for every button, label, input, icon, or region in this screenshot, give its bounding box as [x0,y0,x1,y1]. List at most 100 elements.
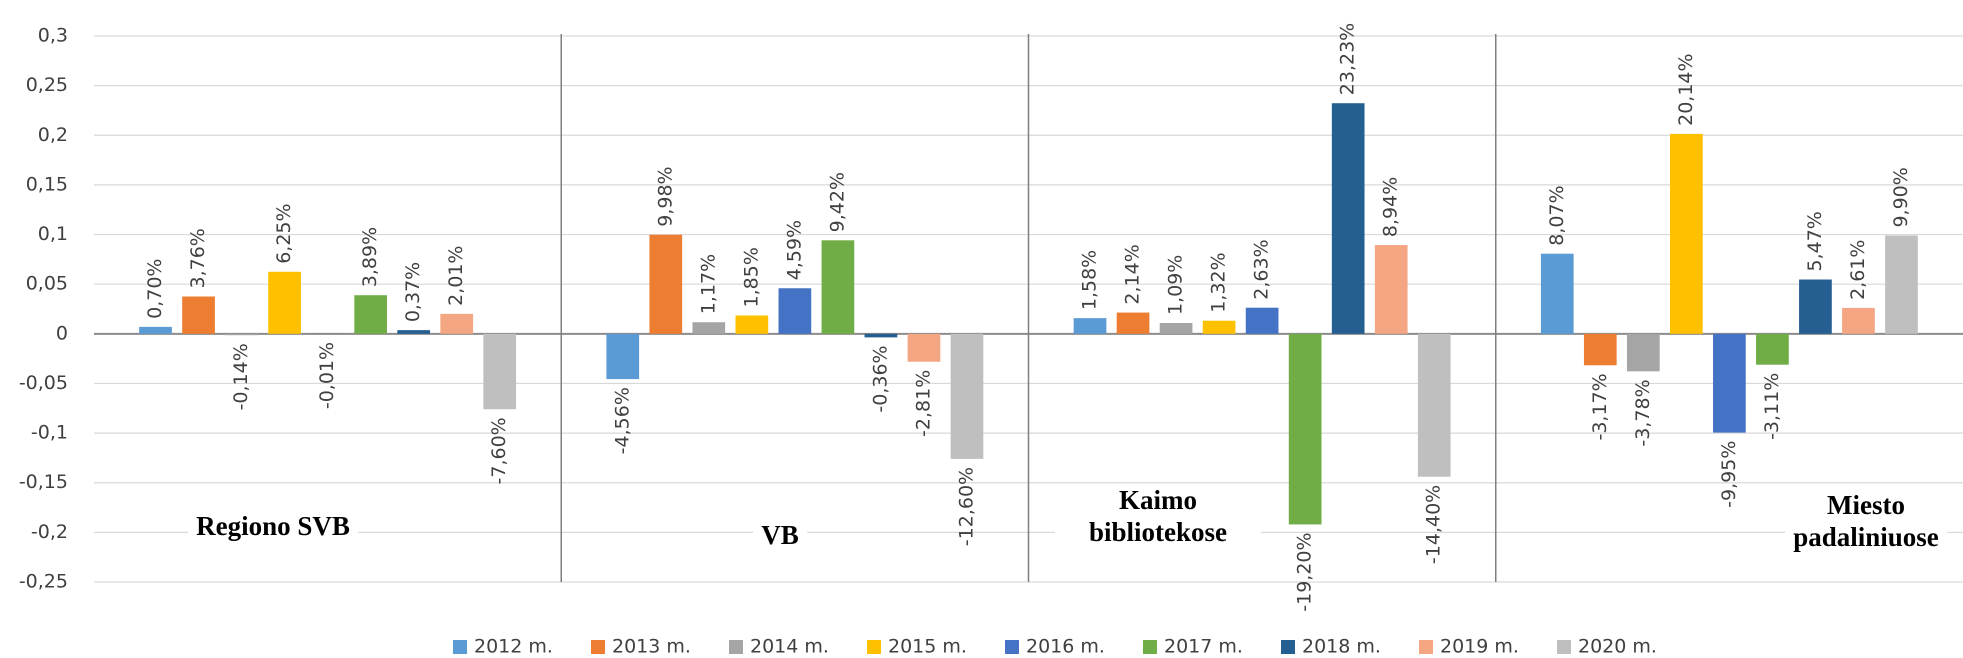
bar [354,295,388,334]
bar [1842,307,1875,334]
data-label: 1,32% [1208,252,1230,312]
legend-label: 2015 m. [888,636,967,658]
bar [1288,333,1322,525]
group-label: Kaimo bibliotekose [1055,484,1261,548]
y-tick-label: 0,05 [26,273,68,295]
data-label: -7,60% [488,417,510,484]
y-tick-label: -0,25 [19,571,68,593]
bar [483,333,517,410]
y-tick-label: 0 [56,322,68,344]
bar [821,240,855,334]
legend-label: 2012 m. [474,636,553,658]
data-label: 8,07% [1546,185,1568,245]
bar [735,315,769,334]
bar [1374,245,1408,334]
bar [397,330,431,334]
bar [1713,333,1746,433]
legend-swatch [729,640,743,654]
legend-label: 2018 m. [1302,636,1381,658]
data-label: 9,90% [1890,167,1912,227]
bar [606,333,640,380]
y-tick-label: -0,15 [19,471,68,493]
bar [1799,279,1832,334]
bar [950,333,984,459]
data-label: -9,95% [1718,441,1740,508]
legend-swatch [1005,640,1019,654]
legend-swatch [867,640,881,654]
bar [649,234,683,334]
y-tick-label: -0,05 [19,372,68,394]
y-tick-label: 0,3 [38,25,68,47]
bar [1116,312,1150,334]
legend-swatch [453,640,467,654]
group-label: Regiono SVB [188,510,358,542]
bar [1540,253,1574,334]
data-label: -2,81% [912,370,934,437]
data-label: -0,14% [230,343,252,410]
legend-label: 2013 m. [612,636,691,658]
group-label: Miesto padaliniuose [1785,489,1947,553]
data-label: 0,37% [402,262,424,322]
bar [1756,333,1789,365]
bar [1417,333,1451,477]
bar [778,288,812,334]
bar [139,326,172,334]
data-label: 3,76% [187,228,209,288]
y-tick-label: -0,1 [31,422,68,444]
y-tick-label: -0,2 [31,521,68,543]
y-tick-label: 0,15 [26,173,68,195]
data-label: 6,25% [273,203,295,263]
data-label: 1,17% [697,254,719,314]
legend-swatch [1419,640,1433,654]
legend-label: 2016 m. [1026,636,1105,658]
bar [692,322,726,334]
data-label: -0,01% [316,342,338,409]
y-tick-label: 0,1 [38,223,68,245]
data-label: 0,70% [144,259,166,319]
legend-label: 2020 m. [1578,636,1657,658]
data-label: -3,17% [1589,373,1611,440]
data-label: -19,20% [1294,532,1316,611]
bar [1885,235,1918,334]
legend-swatch [1281,640,1295,654]
data-label: 2,63% [1251,239,1273,299]
bar [1202,320,1236,334]
data-label: 9,42% [826,172,848,232]
data-label: 1,85% [740,247,762,307]
data-label: -14,40% [1423,485,1445,564]
data-label: 20,14% [1675,53,1697,125]
data-label: -4,56% [611,387,633,454]
y-tick-label: 0,2 [38,124,68,146]
data-label: 8,94% [1380,177,1402,237]
data-label: 2,61% [1847,240,1869,300]
data-label: 1,58% [1079,250,1101,310]
bar [1159,322,1193,334]
data-label: 2,01% [445,246,467,306]
bar [1669,133,1703,334]
data-label: 2,14% [1122,244,1144,304]
legend-label: 2014 m. [750,636,829,658]
bar [1073,318,1107,334]
bar [907,333,941,362]
legend-label: 2017 m. [1164,636,1243,658]
data-label: 4,59% [783,220,805,280]
bar [1245,307,1279,334]
bar [1626,333,1660,372]
legend-swatch [591,640,605,654]
group-label: VB [753,519,807,551]
data-label: -12,60% [955,467,977,546]
bar [864,333,898,338]
legend-swatch [1557,640,1571,654]
data-label: 1,09% [1165,255,1187,315]
data-label: 23,23% [1337,23,1359,95]
bar [440,313,474,334]
data-label: -3,78% [1632,379,1654,446]
data-label: -0,36% [869,345,891,412]
legend-swatch [1143,640,1157,654]
data-label: 5,47% [1804,211,1826,271]
bar [268,271,301,334]
bar [182,296,215,334]
data-label: -3,11% [1761,373,1783,440]
